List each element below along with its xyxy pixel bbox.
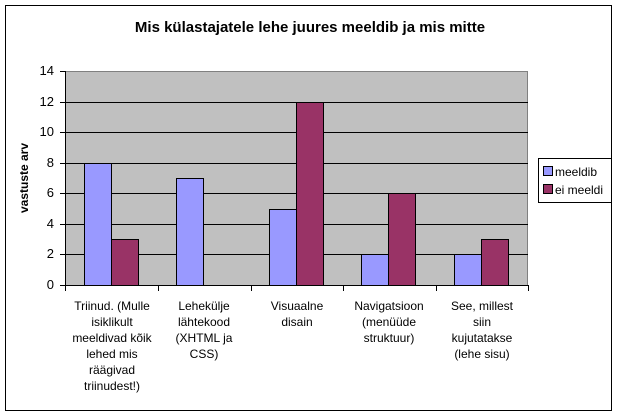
y-tick-label: 10: [39, 124, 54, 139]
bar-meeldib: [84, 163, 112, 286]
legend-item-ei-meeldi: ei meeldi: [543, 183, 603, 197]
bar-ei-meeldi: [111, 239, 139, 286]
x-tick-mark: [65, 285, 66, 291]
x-tick-label: Lehekülje lähtekood (XHTML ja CSS): [175, 299, 233, 361]
legend-label: meeldib: [555, 165, 598, 179]
y-tick-mark: [60, 193, 66, 194]
legend-item-meeldib: meeldib: [543, 165, 597, 179]
bar-ei-meeldi: [388, 193, 416, 286]
y-tick-label: 8: [46, 155, 54, 170]
x-tick-mark: [528, 285, 529, 291]
legend-swatch-ei-meeldi: [543, 184, 553, 194]
y-tick-mark: [60, 102, 66, 103]
legend-label: ei meeldi: [555, 183, 604, 197]
y-tick-mark: [60, 285, 66, 286]
x-axis: [60, 285, 528, 286]
bar-meeldib: [176, 178, 204, 286]
bar-meeldib: [454, 254, 482, 286]
chart-title: Mis külastajatele lehe juures meeldib ja…: [134, 19, 486, 36]
bar-ei-meeldi: [296, 102, 324, 286]
x-tick-mark: [251, 285, 252, 291]
y-tick-mark: [60, 132, 66, 133]
y-axis-label: vastuste arv: [17, 142, 31, 214]
y-tick-mark: [60, 163, 66, 164]
y-tick-mark: [60, 224, 66, 225]
y-tick-label: 4: [46, 216, 54, 231]
x-tick-label: Triinud. (Mulle isiklikult meeldivad kõik l…: [72, 299, 152, 393]
x-tick-label: Visuaalne disain: [270, 299, 324, 329]
x-tick-label: Navigatsioon (menüüde struktuur): [354, 299, 424, 345]
y-tick-mark: [60, 254, 66, 255]
x-tick-mark: [436, 285, 437, 291]
legend: meeldib ei meeldi: [538, 158, 612, 203]
y-tick-label: 14: [39, 63, 54, 78]
x-tick-mark: [343, 285, 344, 291]
y-axis: [65, 71, 66, 286]
legend-swatch-meeldib: [543, 166, 553, 176]
x-tick-label: See, millest siin kujutatakse (lehe sisu): [450, 299, 514, 361]
y-tick-label: 0: [46, 277, 54, 292]
y-tick-label: 6: [46, 185, 54, 200]
x-tick-mark: [158, 285, 159, 291]
y-tick-mark: [60, 71, 66, 72]
y-tick-label: 2: [46, 246, 54, 261]
bar-meeldib: [269, 209, 297, 286]
y-tick-label: 12: [39, 94, 54, 109]
bar-ei-meeldi: [481, 239, 509, 286]
bar-meeldib: [361, 254, 389, 286]
